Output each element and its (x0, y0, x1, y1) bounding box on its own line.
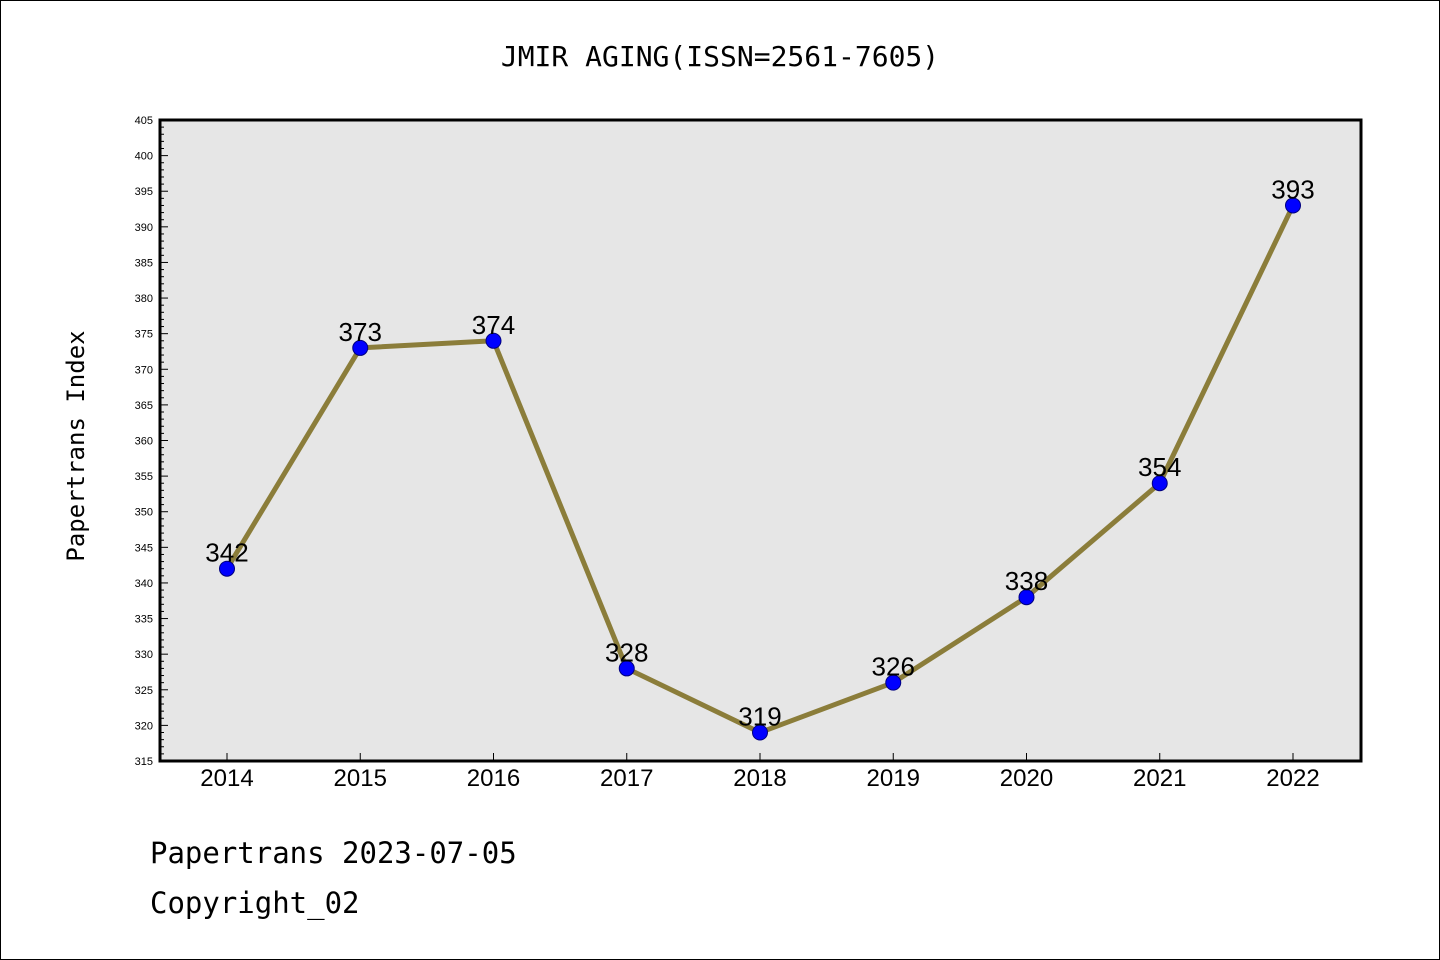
plot-area (158, 118, 1363, 763)
data-label: 326 (872, 652, 915, 682)
data-point-marker (1285, 197, 1301, 214)
data-label: 393 (1271, 174, 1314, 204)
y-tick-label: 375 (135, 329, 153, 341)
x-tick-label: 2016 (467, 765, 520, 792)
data-point-marker (1018, 589, 1035, 606)
y-tick-label: 385 (135, 257, 153, 269)
data-label: 373 (339, 317, 382, 347)
chart-title: JMIR AGING(ISSN=2561-7605) (501, 40, 939, 73)
y-tick-label: 345 (135, 542, 153, 554)
y-tick-label: 360 (135, 436, 153, 448)
data-point-marker (219, 560, 235, 577)
y-tick-label: 355 (135, 471, 153, 483)
x-tick-label: 2014 (200, 765, 253, 792)
y-tick-label: 370 (135, 364, 153, 376)
data-point-marker (752, 724, 768, 741)
y-tick-label: 315 (135, 756, 153, 768)
y-tick-label: 390 (135, 222, 153, 234)
y-tick-label: 365 (135, 400, 153, 412)
data-label: 328 (605, 637, 648, 667)
y-tick-label: 330 (135, 649, 153, 661)
y-tick-label: 320 (135, 720, 153, 732)
data-labels: 342 373 374 328 319 326 338 354 393 (205, 174, 1314, 731)
data-point-marker (485, 332, 502, 349)
y-tick-label: 380 (135, 293, 153, 305)
x-tick-label: 2021 (1133, 765, 1186, 792)
x-tick-label: 2022 (1266, 765, 1319, 792)
data-point-marker (885, 674, 902, 691)
x-tick-label: 2018 (733, 765, 786, 792)
y-tick-label: 400 (135, 151, 153, 163)
y-tick-label: 395 (135, 186, 153, 198)
y-tick-label: 350 (135, 507, 153, 519)
y-tick-label: 325 (135, 685, 153, 697)
x-tick-label: 2020 (1000, 765, 1053, 792)
x-tick-label: 2019 (867, 765, 920, 792)
data-label: 354 (1138, 452, 1181, 482)
y-tick-label: 340 (135, 578, 153, 590)
data-label: 319 (738, 702, 781, 732)
data-markers (219, 197, 1301, 741)
data-point-marker (1151, 475, 1168, 492)
y-tick-label: 335 (135, 614, 153, 626)
x-tick-label: 2015 (334, 765, 387, 792)
y-tick-label: 405 (135, 115, 153, 127)
x-axis-ticks: 2014 2015 2016 2017 2018 2019 2020 2021 2022 (200, 753, 1320, 792)
y-axis-ticks: 315 320 325 330 335 340 345 350 355 360 365 370 375 3… (135, 115, 168, 768)
data-label: 338 (1005, 566, 1048, 596)
data-label: 374 (472, 310, 515, 340)
x-tick-label: 2017 (600, 765, 653, 792)
data-point-marker (352, 339, 369, 356)
data-point-marker (618, 660, 635, 677)
footer-date-line: Papertrans 2023-07-05 (150, 836, 517, 870)
data-label: 342 (205, 538, 248, 568)
footer-copyright-line: Copyright_02 (150, 886, 360, 920)
y-axis-label: Papertrans Index (62, 330, 90, 561)
